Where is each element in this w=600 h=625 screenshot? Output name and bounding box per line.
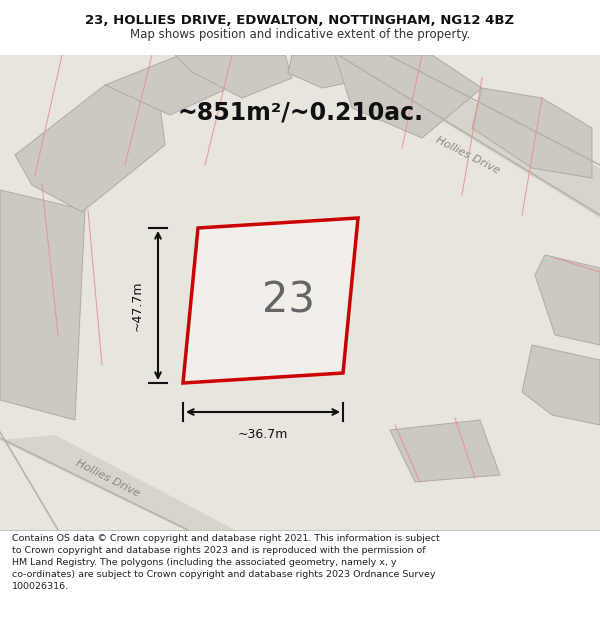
Polygon shape bbox=[335, 55, 600, 218]
Polygon shape bbox=[472, 88, 592, 178]
Text: ~851m²/~0.210ac.: ~851m²/~0.210ac. bbox=[177, 100, 423, 124]
Polygon shape bbox=[15, 85, 165, 212]
Text: ~47.7m: ~47.7m bbox=[131, 280, 144, 331]
Polygon shape bbox=[105, 55, 235, 115]
Polygon shape bbox=[288, 55, 382, 88]
Text: 23: 23 bbox=[262, 279, 315, 321]
Text: Hollies Drive: Hollies Drive bbox=[74, 458, 142, 499]
Text: Map shows position and indicative extent of the property.: Map shows position and indicative extent… bbox=[130, 28, 470, 41]
Text: Hollies Drive: Hollies Drive bbox=[434, 134, 502, 176]
Polygon shape bbox=[175, 55, 292, 98]
Text: Contains OS data © Crown copyright and database right 2021. This information is : Contains OS data © Crown copyright and d… bbox=[12, 534, 440, 591]
Text: ~36.7m: ~36.7m bbox=[238, 428, 288, 441]
Polygon shape bbox=[535, 255, 600, 345]
Polygon shape bbox=[522, 345, 600, 425]
Polygon shape bbox=[183, 218, 358, 383]
Polygon shape bbox=[0, 435, 235, 530]
Polygon shape bbox=[0, 190, 85, 420]
Text: 23, HOLLIES DRIVE, EDWALTON, NOTTINGHAM, NG12 4BZ: 23, HOLLIES DRIVE, EDWALTON, NOTTINGHAM,… bbox=[85, 14, 515, 27]
Polygon shape bbox=[335, 55, 482, 138]
Polygon shape bbox=[390, 420, 500, 482]
